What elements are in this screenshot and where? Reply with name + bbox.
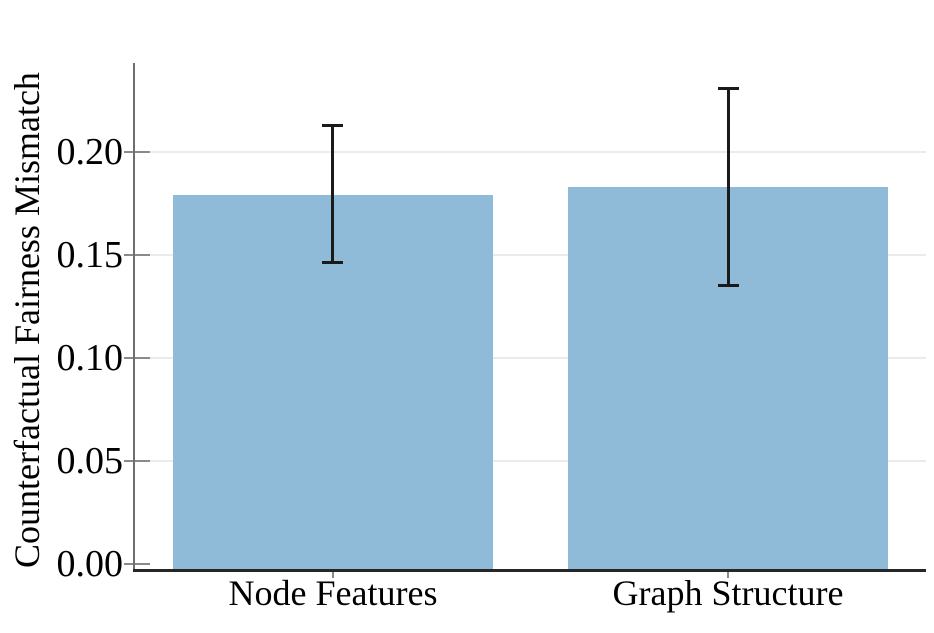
y-tick-label: 0.00 [56,542,124,585]
error-bar-cap-top [718,87,739,90]
y-tick-mark [124,562,150,565]
x-axis-spine [133,569,926,572]
y-gridline [135,150,926,153]
y-gridline [135,459,926,462]
y-tick-label: 0.20 [56,130,124,173]
error-bar-line [727,88,730,286]
y-tick-label: 0.05 [56,439,124,482]
x-category-label: Graph Structure [612,573,844,613]
error-bar-line [331,125,334,263]
y-tick-label: 0.15 [56,233,124,276]
y-gridline [135,253,926,256]
error-bar-cap-bottom [322,261,343,264]
y-tick-mark [124,356,150,359]
error-bar-cap-top [322,124,343,127]
x-tick-mark [727,572,729,578]
y-gridline [135,356,926,359]
y-tick-mark [124,150,150,153]
y-tick-label: 0.10 [56,336,124,379]
error-bar-cap-bottom [718,284,739,287]
y-tick-mark [124,459,150,462]
x-category-label: Node Features [228,573,438,613]
y-tick-mark [124,253,150,256]
x-tick-mark [332,572,334,578]
y-axis-spine [133,63,135,570]
